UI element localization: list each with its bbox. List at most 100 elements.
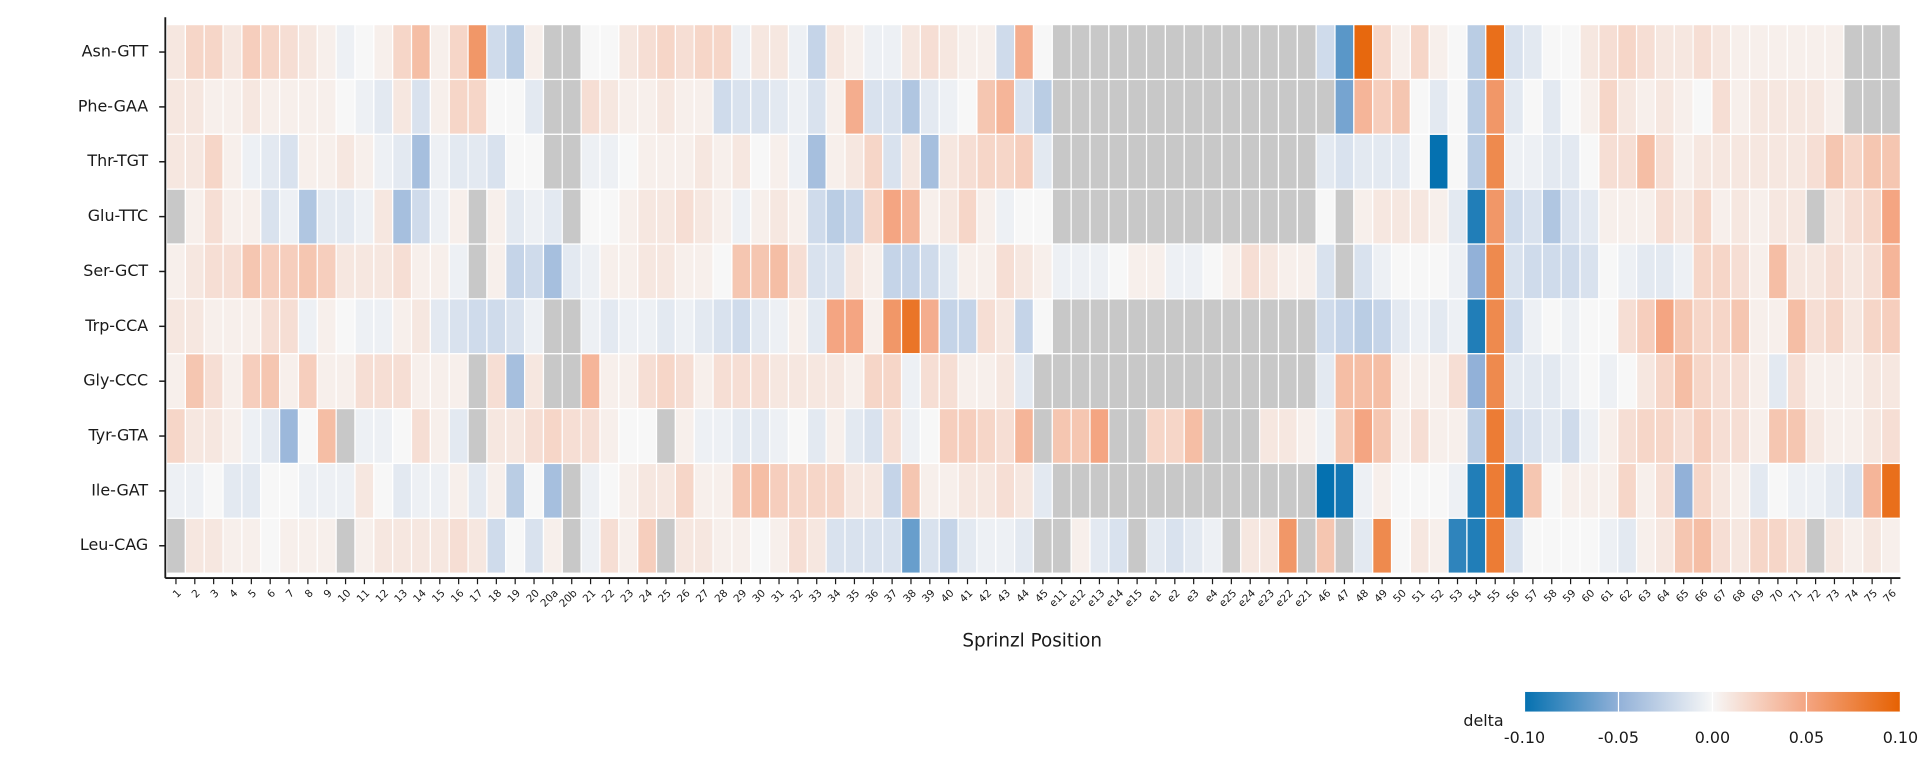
heatmap-cell [1749,517,1770,574]
heatmap-cell [900,298,922,355]
heatmap-cell [354,462,375,519]
x-tick-label: 58 [1542,587,1560,605]
heatmap-cell [618,462,639,519]
heatmap-cell [599,78,620,135]
heatmap-cell [1466,298,1487,355]
heatmap-cell [1749,78,1770,135]
heatmap-cell [976,298,997,355]
heatmap-cell [1805,353,1826,410]
heatmap-cell [1579,353,1600,410]
heatmap-cell [297,243,318,300]
missing-cell [1145,133,1167,190]
x-tick-label: 42 [976,587,994,605]
missing-cell [1070,462,1091,519]
missing-cell [1202,188,1223,245]
heatmap-cell [1598,353,1619,410]
heatmap-cell [1673,133,1694,190]
x-tick-label: 47 [1335,587,1353,605]
heatmap-cell [863,517,884,574]
heatmap-cell [1579,298,1600,355]
heatmap-cell [222,462,243,519]
heatmap-cell [448,408,469,465]
heatmap-cell [863,243,884,300]
missing-cell [1032,408,1053,465]
missing-cell [1051,298,1072,355]
heatmap-cell [1334,462,1355,519]
x-tick-label: 19 [505,587,523,605]
x-tick-label: 51 [1410,587,1428,605]
heatmap-cell [599,517,620,574]
missing-cell [1296,188,1317,245]
heatmap-cell [1654,298,1675,355]
heatmap-cell [260,353,281,410]
heatmap-cell [1880,517,1902,574]
heatmap-cell [844,517,865,574]
x-tick-label: 29 [731,587,749,605]
heatmap-cell [392,78,413,135]
missing-cell [1277,188,1298,245]
heatmap-cell [863,133,884,190]
missing-cell [1221,298,1242,355]
missing-cell [1127,78,1148,135]
heatmap-cell [1635,78,1657,135]
heatmap-cell [203,24,224,81]
x-tick-label: 11 [354,587,372,605]
heatmap-cell [165,298,186,355]
x-tick-label: 5 [246,587,259,600]
heatmap-cell [1541,78,1562,135]
missing-cell [1183,298,1204,355]
heatmap-cell [1522,298,1543,355]
missing-cell [1108,24,1129,81]
heatmap-cell [1428,353,1449,410]
heatmap-cell [1485,78,1506,135]
missing-cell [561,298,582,355]
heatmap-cell [542,188,563,245]
heatmap-cell [1504,298,1525,355]
heatmap-cell [1353,188,1374,245]
x-tick-label: 12 [373,587,391,605]
missing-cell [1183,462,1204,519]
heatmap-cell [863,462,884,519]
heatmap-cell [1786,78,1807,135]
missing-cell [1221,188,1242,245]
heatmap-cell [1145,243,1167,300]
heatmap-cell [1014,353,1035,410]
heatmap-cell [1504,24,1525,81]
heatmap-cell [1183,408,1204,465]
heatmap-cell [1409,517,1430,574]
heatmap-cell [429,188,450,245]
heatmap-cell [505,517,526,574]
heatmap-cell [637,78,658,135]
heatmap-cell [429,133,450,190]
heatmap-cell [995,353,1016,410]
x-tick-label: 48 [1353,587,1371,605]
missing-cell [1051,188,1072,245]
heatmap-cell [354,243,375,300]
heatmap-cell [448,78,469,135]
x-tick-label: 34 [826,587,844,605]
heatmap-cell [787,188,808,245]
heatmap-cell [1164,243,1185,300]
missing-cell [1843,24,1864,81]
heatmap-cell [505,353,526,410]
missing-cell [1070,353,1091,410]
heatmap-cell [524,353,545,410]
heatmap-cell [1428,78,1449,135]
heatmap-cell [1617,462,1638,519]
heatmap-cell [580,133,601,190]
heatmap-cell [863,298,884,355]
heatmap-cell [750,353,771,410]
heatmap-cell [919,517,940,574]
heatmap-cell [1579,462,1600,519]
heatmap-cell [1447,462,1468,519]
heatmap-cell [1579,24,1600,81]
missing-cell [1051,353,1072,410]
heatmap-cell [1635,243,1657,300]
missing-cell [1862,78,1883,135]
heatmap-cell [637,408,658,465]
heatmap-cell [844,462,865,519]
heatmap-cell [618,24,639,81]
heatmap-cell [297,353,318,410]
heatmap-cell [1711,133,1732,190]
missing-cell [1051,24,1072,81]
